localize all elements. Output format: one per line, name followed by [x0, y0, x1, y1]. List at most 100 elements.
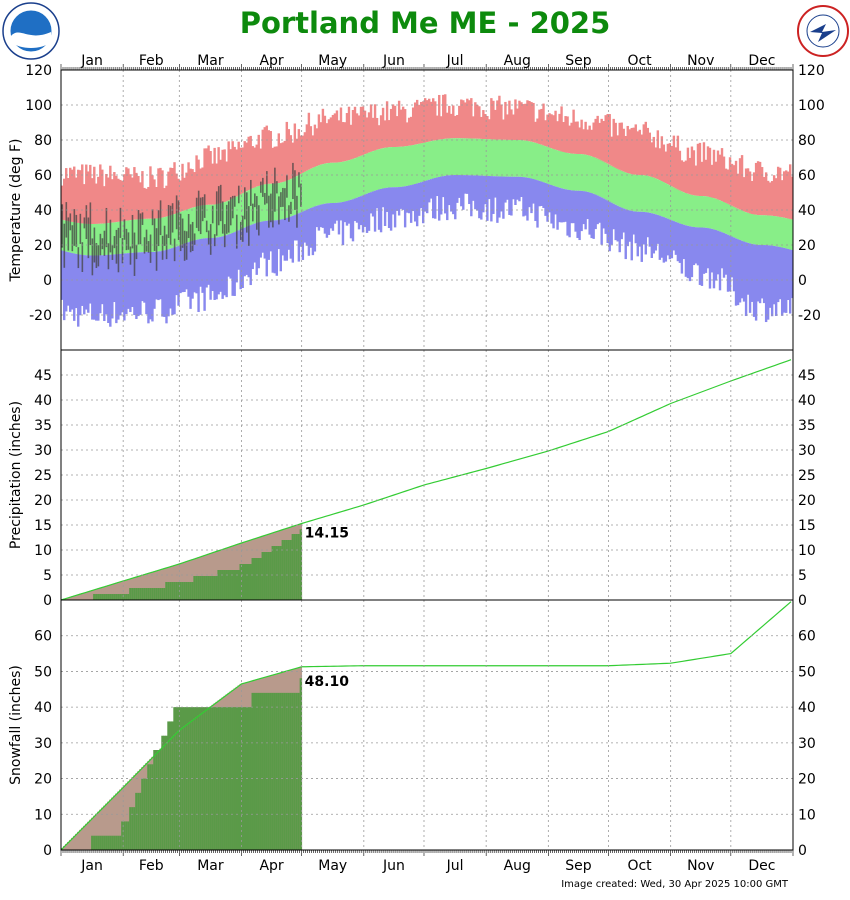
snowfall-actual-bar [237, 707, 240, 850]
record-low-bar [492, 176, 495, 214]
normal-range-bar [778, 216, 782, 248]
record-high-bar [351, 109, 355, 159]
normal-range-bar [550, 148, 553, 186]
precipitation-actual-bar [187, 582, 190, 600]
record-low-bar [299, 212, 303, 247]
observed-temperature-bar [191, 221, 194, 251]
precipitation-normal-bar [81, 593, 84, 600]
normal-range-bar [450, 138, 453, 176]
precipitation-actual-bar [269, 552, 272, 600]
record-high-bar [738, 158, 742, 210]
record-low-bar [524, 177, 527, 216]
record-low-bar [650, 213, 654, 258]
normal-range-bar [325, 163, 329, 204]
record-high-bar [628, 129, 631, 174]
record-high-bar [75, 177, 78, 223]
record-high-bar [195, 155, 198, 207]
snowfall-actual-bar [251, 692, 254, 850]
record-low-bar [361, 195, 365, 233]
record-high-bar [203, 148, 206, 206]
y-tick-label-right: 30 [798, 736, 816, 752]
record-high-bar [313, 124, 317, 167]
snowfall-actual-bar [165, 735, 168, 850]
normal-range-bar [658, 180, 662, 216]
record-high-bar [347, 106, 351, 161]
record-low-bar [744, 242, 748, 317]
record-high-bar [295, 138, 299, 177]
month-label-bottom: May [318, 858, 347, 874]
record-low-bar [119, 253, 122, 316]
observed-temperature-bar [107, 243, 110, 270]
record-low-bar [624, 209, 627, 260]
record-high-bar [211, 163, 214, 205]
record-high-bar [586, 129, 589, 156]
record-high-bar [764, 172, 768, 216]
record-low-bar [337, 202, 341, 235]
record-high-bar [179, 180, 182, 212]
precipitation-actual-bar [209, 576, 212, 600]
record-high-bar [269, 131, 272, 184]
snowfall-actual-bar [97, 835, 100, 850]
record-high-bar [494, 109, 497, 140]
record-high-bar [385, 101, 389, 148]
record-high-bar [335, 110, 339, 163]
record-high-bar [718, 154, 722, 201]
y-tick-label-left: -20 [29, 308, 52, 324]
record-low-bar [652, 213, 656, 254]
normal-range-bar [399, 146, 403, 187]
observed-temperature-bar [137, 210, 140, 245]
nws-logo-icon [797, 5, 849, 57]
record-high-bar [506, 114, 509, 140]
precipitation-actual-bar [121, 594, 124, 600]
normal-range-bar [692, 195, 696, 227]
observed-temperature-bar [268, 195, 270, 228]
record-high-bar [399, 109, 403, 147]
record-low-bar [688, 226, 692, 282]
precipitation-normal-bar [143, 574, 146, 600]
record-low-bar [377, 189, 381, 230]
record-high-bar [790, 176, 794, 220]
record-low-bar [668, 219, 672, 260]
precipitation-actual-bar [261, 552, 264, 600]
record-low-bar [680, 224, 684, 274]
record-low-bar [291, 215, 295, 263]
record-low-bar [305, 209, 309, 246]
record-low-bar [215, 237, 218, 300]
normal-range-bar [303, 171, 307, 211]
observed-temperature-bar [79, 213, 82, 244]
record-low-bar [397, 187, 401, 216]
normal-range-bar [419, 143, 423, 183]
observed-temperature-bar [91, 238, 94, 276]
normal-range-bar [640, 175, 643, 212]
y-tick-label-left: 60 [34, 629, 52, 645]
record-low-bar [335, 202, 339, 221]
record-low-bar [309, 208, 313, 248]
record-low-bar [169, 248, 172, 309]
record-high-bar [652, 136, 656, 178]
record-low-bar [690, 226, 694, 278]
snowfall-actual-bar [217, 707, 220, 850]
precipitation-actual-bar [283, 540, 287, 600]
record-high-bar [257, 134, 260, 187]
record-low-bar [225, 235, 228, 298]
normal-range-bar [766, 215, 770, 246]
record-low-bar [594, 194, 597, 230]
record-low-bar [622, 208, 625, 233]
snowfall-actual-bar [107, 835, 110, 850]
record-low-bar [638, 211, 641, 247]
record-low-bar [504, 176, 507, 203]
record-high-bar [648, 132, 652, 177]
snowfall-axis-label: Snowfall (inches) [8, 665, 24, 785]
record-high-bar [235, 149, 238, 197]
record-high-bar [472, 116, 475, 139]
record-high-bar [570, 122, 573, 154]
record-low-bar [331, 203, 335, 231]
normal-range-bar [540, 144, 543, 182]
normal-range-bar [317, 165, 321, 206]
normal-range-bar [407, 145, 411, 186]
normal-range-bar [570, 153, 573, 191]
observed-temperature-bar [77, 247, 80, 269]
record-high-bar [123, 174, 126, 222]
y-tick-label-left: 50 [34, 664, 52, 680]
record-high-bar [99, 164, 102, 224]
